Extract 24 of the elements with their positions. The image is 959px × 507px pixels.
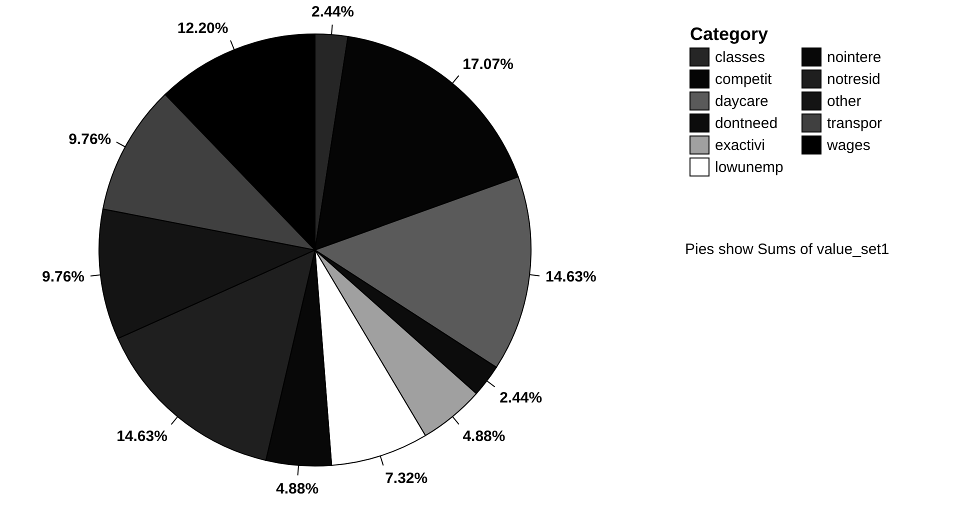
data-label: 14.63% — [116, 428, 168, 446]
legend-label: classes — [715, 49, 766, 66]
data-label: 9.76% — [68, 131, 112, 148]
legend-label: transpor — [827, 115, 882, 132]
data-label: 2.44% — [311, 4, 354, 21]
data-label: 2.44% — [500, 390, 542, 407]
data-label: 7.32% — [385, 470, 428, 488]
legend-label: daycare — [715, 93, 768, 110]
legend-label: notresid — [827, 71, 880, 88]
data-label: 14.63% — [545, 268, 596, 286]
legend-label: exactivi — [715, 137, 766, 154]
legend-label: dontneed — [715, 115, 778, 132]
data-label: 17.07% — [462, 56, 514, 73]
legend-title: Category — [690, 24, 768, 44]
data-label: 4.88% — [462, 428, 506, 445]
legend-label: nointere — [827, 49, 882, 66]
legend-label: competit — [715, 71, 773, 88]
legend-label: lowunemp — [715, 159, 784, 176]
text: Pies show Sums of value_set1 — [685, 241, 890, 258]
legend-label: wages — [826, 137, 870, 154]
legend-label: other — [827, 93, 862, 110]
data-label: 9.76% — [42, 268, 85, 286]
data-label: 4.88% — [276, 480, 319, 498]
data-label: 12.20% — [177, 20, 228, 37]
